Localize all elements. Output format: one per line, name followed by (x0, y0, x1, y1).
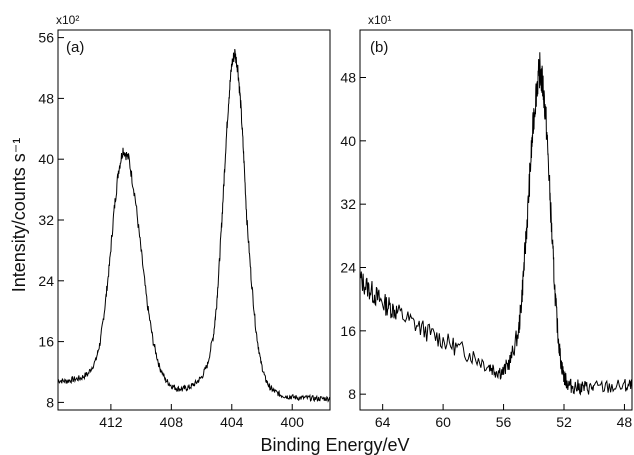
panel-b-y-tick-label: 32 (340, 196, 356, 212)
panel-a-frame (57, 29, 331, 411)
panel-a-x-tick-label: 408 (160, 414, 184, 430)
panel-b-y-tick-label: 8 (348, 386, 356, 402)
panel-a-y-tick-label: 48 (38, 90, 54, 106)
panel-b-multiplier: x10¹ (368, 13, 391, 27)
panel-b-x-tick-label: 48 (617, 414, 633, 430)
x-axis-title: Binding Energy/eV (260, 435, 409, 455)
panel-b-x-tick-label: 64 (375, 414, 391, 430)
panel-a-y-tick-label: 8 (46, 394, 54, 410)
panel-b-x-tick-label: 60 (435, 414, 451, 430)
panel-a-x-ticks: 412 408 404 400 (99, 404, 304, 430)
panel-b-y-tick-label: 40 (340, 133, 356, 149)
panel-a-label: (a) (66, 39, 84, 56)
panel-b-y-tick-label: 48 (340, 70, 356, 86)
panel-b-y-ticks: 8 16 24 32 40 48 (340, 70, 366, 402)
panel-a-y-tick-label: 40 (38, 151, 54, 167)
panel-a-x-tick-label: 400 (281, 414, 305, 430)
panel-a-y-tick-label: 56 (38, 30, 54, 46)
panel-a: x10² (a) 8 16 24 32 40 48 56 412 408 404 400 (38, 13, 331, 430)
panel-b-y-tick-label: 24 (340, 260, 356, 276)
panel-a-y-tick-label: 16 (38, 334, 54, 350)
panel-a-spectrum-line (57, 48, 331, 403)
panel-b-x-tick-label: 56 (496, 414, 512, 430)
panel-b-x-ticks: 64 60 56 52 48 (375, 404, 633, 430)
panel-b-x-tick-label: 52 (556, 414, 572, 430)
panel-a-x-tick-label: 412 (99, 414, 123, 430)
panel-b-label: (b) (370, 39, 388, 56)
panel-b-y-tick-label: 16 (340, 323, 356, 339)
panel-a-y-ticks: 8 16 24 32 40 48 56 (38, 30, 64, 410)
y-axis-title: Intensity/counts s⁻¹ (9, 138, 29, 293)
panel-a-x-tick-label: 404 (220, 414, 244, 430)
panel-a-y-tick-label: 24 (38, 273, 54, 289)
panel-b-frame (359, 29, 633, 411)
panel-a-y-tick-label: 32 (38, 212, 54, 228)
panel-b-spectrum-line (359, 52, 633, 396)
panel-b: x10¹ (b) 8 16 24 32 40 48 64 60 56 52 48 (340, 13, 633, 430)
panel-a-multiplier: x10² (56, 13, 79, 27)
